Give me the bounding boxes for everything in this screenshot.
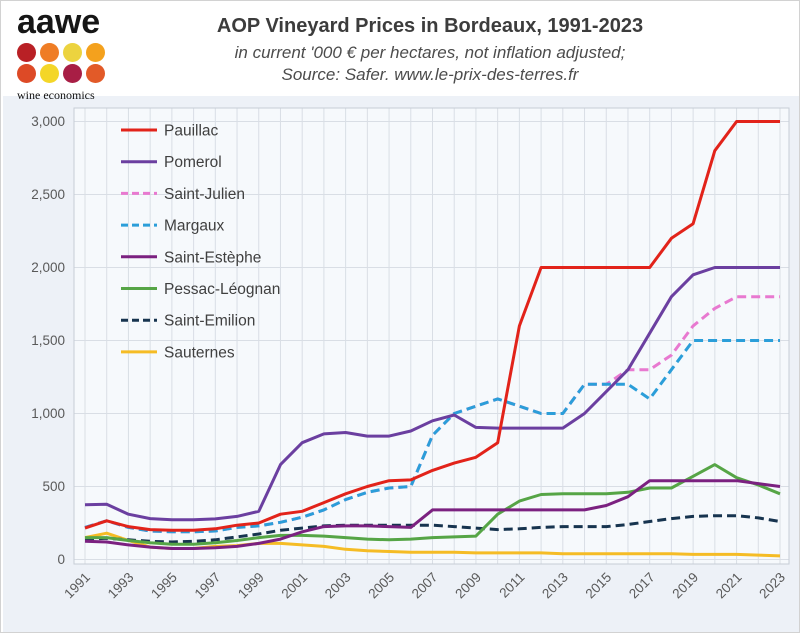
legend-label: Margaux — [164, 218, 225, 235]
logo-dots-icon — [17, 42, 117, 85]
page-subtitle-line1: in current '000 € per hectares, not infl… — [234, 43, 626, 62]
title-block: AOP Vineyard Prices in Bordeaux, 1991-20… — [111, 15, 749, 86]
plot-area — [74, 108, 789, 564]
y-tick-label: 0 — [57, 552, 65, 567]
logo-dot-icon — [63, 42, 82, 62]
legend-label: Saint-Emilion — [164, 313, 255, 330]
header: aawe wine economics AOP Vineyard Prices … — [1, 1, 799, 102]
legend-label: Pauillac — [164, 123, 219, 140]
page-title: AOP Vineyard Prices in Bordeaux, 1991-20… — [216, 15, 644, 37]
legend-item-saint-estèphe: Saint-Estèphe — [121, 249, 261, 266]
legend-label: Pessac-Léognan — [164, 281, 280, 298]
legend-item-margaux: Margaux — [121, 218, 225, 235]
legend-label: Pomerol — [164, 154, 222, 171]
series-line-pomerol — [84, 266, 780, 522]
y-tick-label: 3,000 — [31, 114, 65, 129]
y-tick-label: 2,000 — [31, 260, 65, 275]
logo-dot-icon — [86, 63, 105, 83]
series-line-pessac-léognan — [85, 463, 781, 546]
legend-item-pessac-léognan: Pessac-Léognan — [121, 281, 280, 298]
legend-label: Sauternes — [164, 344, 235, 361]
logo-tagline: wine economics — [17, 87, 95, 102]
legend-item-sauternes: Sauternes — [121, 344, 235, 361]
aawe-logo: aawe wine economics — [17, 3, 117, 103]
series-line-margaux — [84, 339, 780, 534]
y-tick-label: 1,500 — [31, 333, 65, 348]
series-line-pauillac — [84, 120, 780, 532]
logo-wordmark: aawe — [17, 3, 101, 41]
logo-dot-row — [17, 42, 117, 64]
series-line-saint-estèphe — [84, 479, 781, 550]
logo-dot-icon — [63, 63, 82, 83]
legend-item-pomerol: Pomerol — [121, 154, 222, 171]
legend-item-saint-emilion: Saint-Emilion — [121, 313, 255, 330]
logo-dot-icon — [86, 42, 105, 62]
logo-dot-row — [17, 63, 117, 85]
legend-item-pauillac: Pauillac — [121, 123, 219, 140]
legend-label: Saint-Julien — [164, 186, 245, 203]
legend-item-saint-julien: Saint-Julien — [121, 186, 245, 203]
y-tick-label: 500 — [42, 479, 65, 494]
page-subtitle-line2: Source: Safer. www.le-prix-des-terres.fr — [281, 65, 579, 85]
logo-dot-icon — [17, 42, 36, 62]
plot-border — [73, 107, 790, 565]
legend-label: Saint-Estèphe — [164, 249, 261, 266]
y-tick-label: 2,500 — [31, 187, 65, 202]
logo-dot-icon — [40, 63, 59, 83]
series-line-saint-emilion — [84, 514, 781, 544]
logo-dot-icon — [40, 42, 59, 62]
logo-dot-icon — [17, 63, 36, 83]
y-tick-label: 1,000 — [31, 406, 65, 421]
